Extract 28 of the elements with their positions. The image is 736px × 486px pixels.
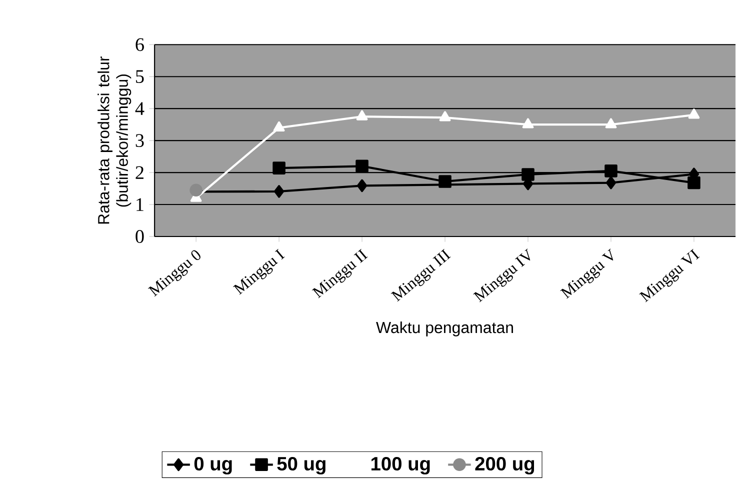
- y-tick-label: 2: [136, 166, 144, 180]
- point: [439, 111, 451, 122]
- y-tick-label: 6: [136, 38, 144, 52]
- point: [605, 118, 617, 128]
- point: [688, 176, 700, 190]
- y-tick-label: 3: [136, 134, 144, 148]
- point: [356, 179, 368, 192]
- point: [356, 160, 368, 173]
- point: [438, 175, 452, 188]
- point: [356, 110, 368, 120]
- y-tick-label: 0: [136, 230, 144, 244]
- point: [606, 176, 616, 190]
- point: [522, 118, 534, 128]
- point: [688, 108, 700, 119]
- y-tick-label: 1: [136, 198, 144, 212]
- y-axis-title: Rata-rata produksi telur (butir/ekor/minggu): [98, 56, 132, 224]
- legend-label: 50 ug: [277, 457, 326, 475]
- text: 100 ug: [371, 457, 430, 475]
- point: [273, 122, 285, 132]
- point: [522, 168, 534, 182]
- point: [272, 162, 286, 175]
- x-axis-title: Waktu pengamatan: [376, 322, 513, 337]
- legend-label: 0 ug: [194, 457, 232, 475]
- legend-label: 200 ug: [475, 457, 534, 475]
- y-tick-label: 5: [136, 70, 144, 84]
- point: [604, 164, 618, 178]
- point: [274, 185, 284, 198]
- y-tick-label: 4: [135, 102, 144, 116]
